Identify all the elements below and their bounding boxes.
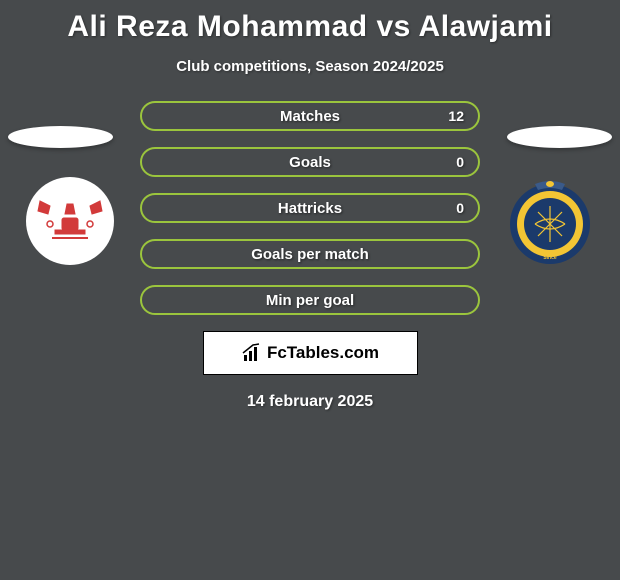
stat-label: Min per goal — [266, 292, 354, 309]
stat-row-min-per-goal: Min per goal — [140, 285, 480, 315]
left-ellipse — [8, 126, 113, 148]
stat-label: Goals — [289, 154, 331, 171]
page-title: Ali Reza Mohammad vs Alawjami — [0, 0, 620, 44]
stat-value: 0 — [456, 154, 464, 170]
stat-label: Matches — [280, 108, 340, 125]
left-club-badge-icon — [20, 176, 120, 266]
right-club-badge-icon: Since — [500, 176, 600, 266]
stat-row-goals-per-match: Goals per match — [140, 239, 480, 269]
brand-box: FcTables.com — [203, 331, 418, 375]
svg-text:Since: Since — [543, 255, 557, 261]
right-club-badge: Since — [500, 176, 600, 266]
date-text: 14 february 2025 — [0, 393, 620, 411]
stat-row-hattricks: Hattricks 0 — [140, 193, 480, 223]
stat-value: 12 — [448, 108, 464, 124]
stat-label: Hattricks — [278, 200, 342, 217]
left-club-badge — [20, 176, 120, 266]
stat-row-goals: Goals 0 — [140, 147, 480, 177]
chart-icon — [241, 342, 263, 364]
stat-label: Goals per match — [251, 246, 369, 263]
page-subtitle: Club competitions, Season 2024/2025 — [0, 58, 620, 75]
brand-text: FcTables.com — [267, 343, 379, 363]
stat-row-matches: Matches 12 — [140, 101, 480, 131]
stat-value: 0 — [456, 200, 464, 216]
right-ellipse — [507, 126, 612, 148]
